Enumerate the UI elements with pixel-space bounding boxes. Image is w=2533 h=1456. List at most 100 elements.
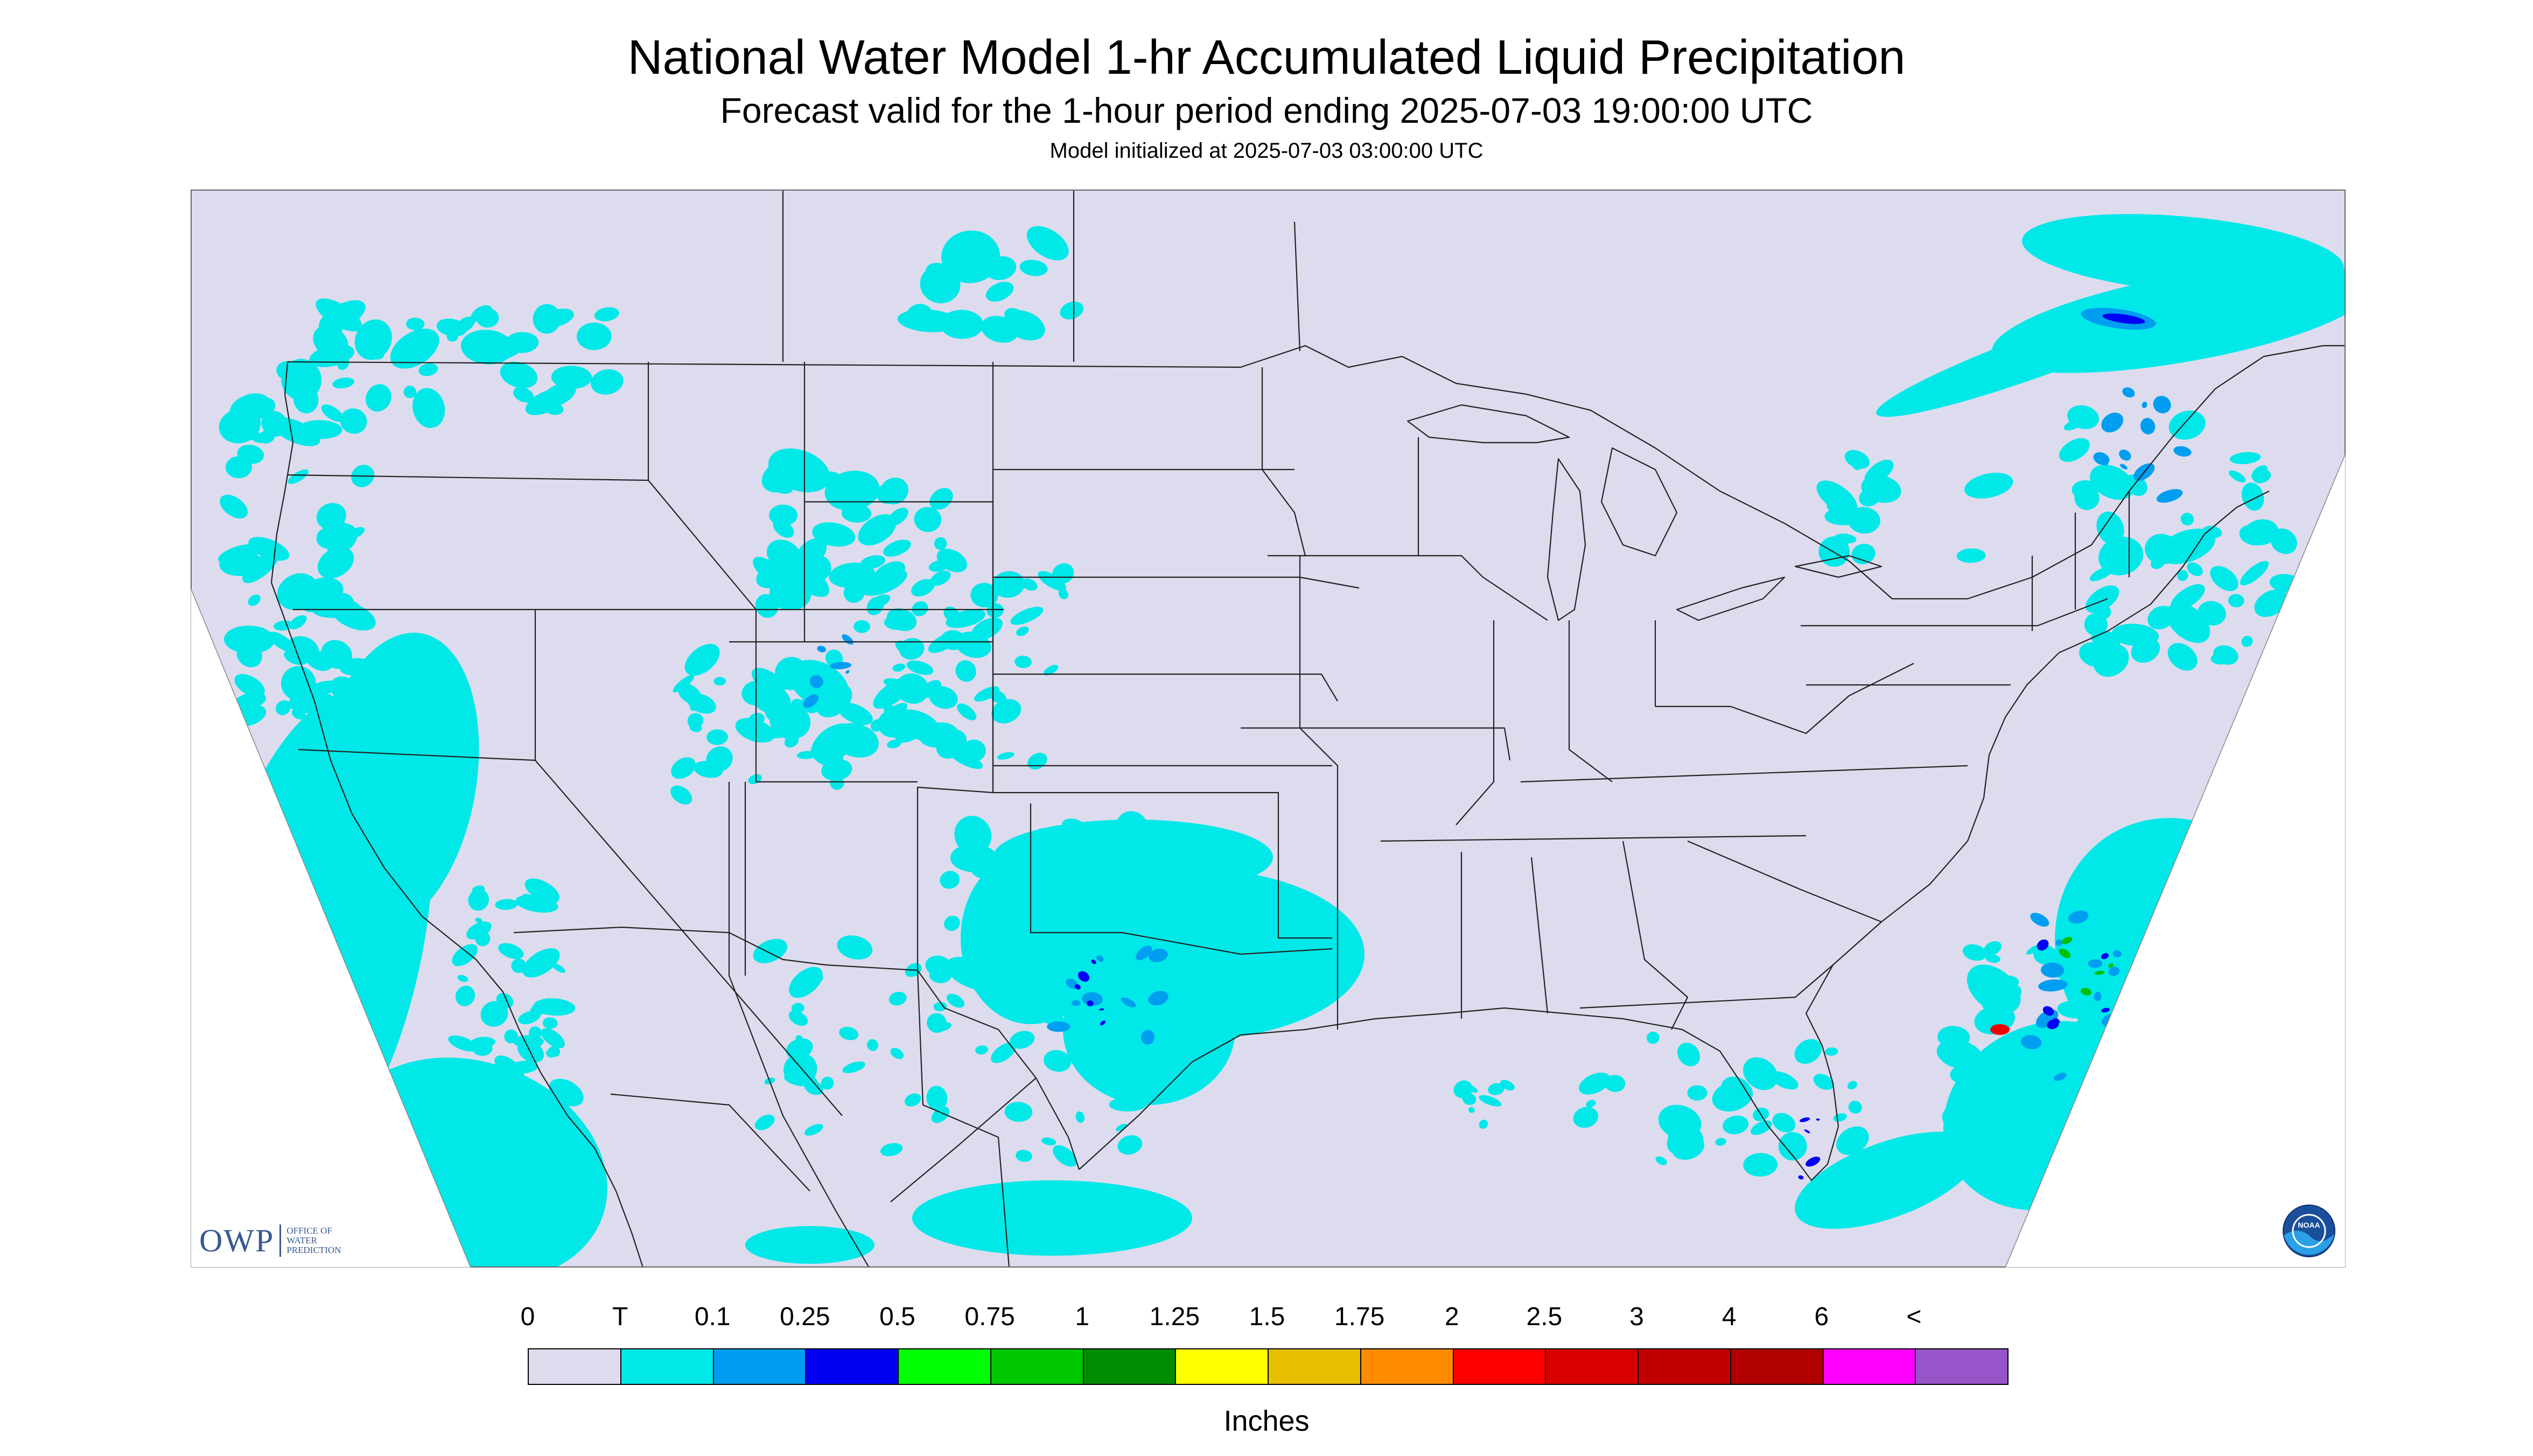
precip-cell: [886, 608, 917, 631]
precip-cell: [2153, 396, 2171, 414]
precip-cell: [985, 256, 1017, 281]
legend-label: 0.5: [879, 1303, 915, 1331]
precip-cell: [321, 404, 344, 422]
precip-cell: [1479, 1095, 1502, 1107]
precip-cell: [2055, 939, 2062, 947]
precip-cell: [877, 709, 910, 738]
precip-cell: [366, 384, 391, 412]
precip-cell: [1721, 1076, 1751, 1102]
precip-cell: [1962, 944, 1987, 961]
precip-cell: [2074, 485, 2100, 510]
precip-cell: [2228, 594, 2244, 607]
precip-cell: [991, 1042, 1016, 1063]
precip-cell: [920, 265, 961, 304]
precip-cell: [2101, 412, 2124, 433]
precip-cell: [2073, 920, 2115, 953]
precip-cell: [972, 976, 991, 994]
precip-cell: [1019, 260, 1048, 276]
precip-cell: [988, 898, 1037, 943]
precip-cell: [1668, 1124, 1703, 1152]
precip-cell: [812, 522, 856, 547]
precip-cell: [254, 627, 267, 641]
precip-cell: [1827, 499, 1848, 516]
precip-cell: [220, 494, 248, 519]
precip-cell: [853, 620, 870, 633]
precip-cell: [1115, 1124, 1128, 1131]
precip-cell: [330, 676, 362, 705]
map-title: National Water Model 1-hr Accumulated Li…: [627, 31, 1906, 85]
precip-cell: [1723, 1115, 1749, 1135]
precip-cell: [309, 344, 355, 367]
legend-swatch: [1269, 1349, 1361, 1384]
lake-michigan: [1547, 458, 1586, 621]
precip-cell: [2020, 1035, 2042, 1049]
lake-huron: [1600, 447, 1678, 557]
precip-cell: [225, 562, 243, 573]
precip-cell: [926, 1086, 948, 1111]
owp-logo-text: OWP: [199, 1222, 275, 1258]
precip-cell: [1184, 867, 1232, 902]
precip-cell: [2167, 643, 2198, 671]
precip-cell: [2042, 1006, 2054, 1016]
precip-cell: [1989, 1085, 2021, 1116]
precip-cell: [234, 674, 265, 697]
precip-cell: [1985, 954, 2000, 963]
precip-cell: [2088, 959, 2103, 968]
precip-cell: [784, 735, 799, 748]
state-line: [287, 474, 649, 481]
precip-cell: [480, 1001, 508, 1027]
precip-cell: [933, 1002, 947, 1012]
precip-cell: [2254, 589, 2287, 617]
precip-cell: [1091, 960, 1096, 964]
precip-cell: [2131, 638, 2160, 663]
precip-cell: [1180, 950, 1197, 959]
precip-cell: [1936, 1039, 1983, 1070]
precip-cell: [1115, 940, 1146, 960]
precip-cell: [288, 469, 309, 484]
precip-cell: [839, 1026, 859, 1040]
precip-cell: [508, 1060, 538, 1074]
legend-swatch: [529, 1349, 621, 1384]
precip-cell: [2177, 570, 2188, 582]
precip-cell: [301, 598, 324, 612]
precip-cell: [963, 944, 991, 958]
precip-cell: [768, 448, 830, 493]
precip-cell: [1164, 824, 1183, 836]
precip-cell: [784, 1072, 817, 1087]
precip-cell: [1778, 1132, 1807, 1161]
precip-cell: [1145, 898, 1180, 933]
precip-cell: [1772, 1112, 1796, 1132]
precip-cell: [986, 603, 1004, 618]
legend-label: 0.25: [780, 1303, 830, 1331]
precip-cell: [2094, 970, 2105, 975]
precip-cell: [1057, 852, 1079, 872]
precip-cell: [1813, 1074, 1834, 1090]
precip-cell: [2108, 967, 2120, 976]
precip-cell: [804, 1124, 823, 1136]
precip-cell: [2053, 1018, 2060, 1024]
precip-cell: [1060, 301, 1084, 320]
precip-cell: [689, 722, 702, 732]
legend-label: 2: [1444, 1303, 1459, 1331]
precip-cell: [498, 943, 524, 959]
precip-cell: [2120, 464, 2128, 470]
precip-cell: [552, 963, 565, 973]
precip-cell: [2240, 561, 2269, 586]
precip-cell: [1100, 1020, 1106, 1026]
precip-cell: [1087, 1000, 1094, 1006]
precip-cell: [946, 993, 965, 1008]
precip-cell: [1135, 946, 1152, 961]
precip-cell: [792, 698, 804, 707]
precip-cell: [1586, 1100, 1596, 1108]
precip-cell: [1818, 536, 1850, 567]
precip-cell: [1182, 972, 1202, 988]
precip-cell: [2229, 470, 2246, 482]
precip-cell: [897, 309, 959, 332]
precip-cell: [418, 363, 438, 376]
precip-cell: [713, 677, 726, 686]
precip-cell: [673, 675, 695, 692]
precip-cell: [670, 785, 692, 805]
precip-cell: [1016, 1150, 1032, 1162]
precipitation-layer: [196, 214, 2346, 1268]
precip-cell: [1032, 975, 1070, 999]
